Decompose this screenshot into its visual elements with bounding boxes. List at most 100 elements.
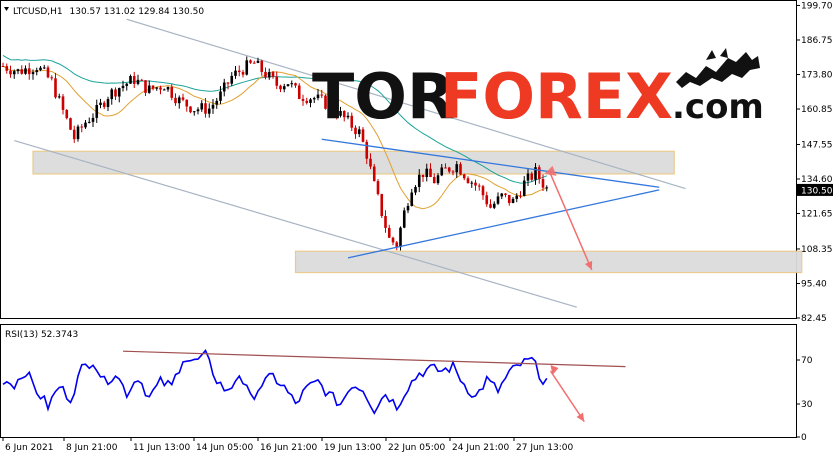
candle	[429, 163, 432, 178]
candle	[436, 173, 440, 185]
candle-body	[282, 86, 286, 90]
candle-body	[312, 98, 316, 100]
candle-body	[245, 60, 249, 75]
candle	[252, 60, 256, 64]
candle	[365, 139, 369, 165]
candle-body	[357, 129, 361, 135]
collapse-triangle-icon[interactable]	[4, 7, 9, 11]
candle-body	[271, 72, 275, 77]
candle-body	[447, 167, 451, 172]
candle-body	[222, 82, 226, 92]
triangle-line-1	[321, 138, 660, 188]
candle	[440, 164, 444, 177]
candle	[466, 176, 470, 184]
candle	[361, 127, 365, 143]
candle	[249, 59, 252, 64]
rsi-panel-frame	[0, 324, 797, 438]
channel-line-2	[14, 140, 577, 308]
logo-part-com: .com	[672, 87, 764, 127]
candle-body	[410, 192, 414, 206]
candle-body	[65, 109, 69, 119]
candle-body	[196, 109, 200, 112]
channel-line-1	[126, 18, 686, 190]
candle	[534, 163, 537, 185]
candle	[125, 82, 129, 91]
candle-body	[436, 175, 440, 184]
candle-body	[57, 96, 61, 98]
candle-body	[177, 97, 181, 104]
bull-bear-icon	[676, 48, 760, 88]
candle-body	[12, 71, 16, 75]
candle-body	[16, 69, 20, 72]
candle	[140, 78, 144, 81]
candle-body	[20, 69, 24, 74]
candle	[204, 97, 207, 118]
rsi-arrow-head	[576, 412, 585, 422]
candle	[477, 183, 481, 191]
candle	[297, 83, 301, 100]
candle-body	[144, 80, 147, 93]
rsi-line	[2, 349, 548, 415]
candle	[87, 117, 91, 124]
candle-body	[147, 85, 151, 93]
rsi-tick-label: 30	[801, 400, 813, 410]
candle-body	[526, 173, 530, 181]
candle-body	[207, 108, 211, 114]
candle-body	[477, 185, 481, 187]
candle-body	[391, 237, 395, 243]
candle	[425, 163, 429, 182]
candle	[301, 94, 305, 106]
candle	[211, 99, 215, 114]
time-tick-label: 11 Jun 13:00	[133, 443, 190, 453]
candle-body	[320, 94, 324, 96]
price-tick-label: 186.75	[801, 36, 833, 46]
price-tick-label: 82.45	[801, 314, 827, 324]
candle	[455, 161, 459, 178]
candle	[192, 111, 196, 116]
candle	[185, 99, 189, 112]
candle-body	[361, 129, 365, 142]
candle-body	[301, 98, 305, 101]
rsi-resistance-line	[122, 350, 626, 368]
candle-body	[264, 71, 267, 78]
candle-body	[376, 181, 380, 195]
candle	[380, 193, 384, 219]
candle	[267, 68, 271, 80]
candle	[99, 98, 102, 109]
moving-averages	[2, 54, 547, 210]
candle-body	[121, 85, 125, 89]
candle	[61, 94, 65, 115]
candle	[237, 65, 241, 77]
candle	[256, 57, 260, 64]
candle	[151, 85, 155, 91]
price-tick-label: 160.85	[801, 105, 833, 115]
candle-body	[39, 67, 42, 71]
candle-body	[61, 96, 65, 110]
candle	[136, 74, 140, 86]
time-tick-label: 24 Jun 21:00	[452, 443, 509, 453]
candle-body	[249, 60, 252, 63]
candle-body	[215, 100, 219, 105]
candle	[264, 67, 267, 80]
candle	[230, 72, 234, 86]
candle-body	[384, 215, 387, 228]
candle	[159, 85, 162, 95]
candle-body	[515, 195, 519, 199]
candle	[286, 84, 290, 87]
candle-body	[252, 62, 256, 64]
candle	[12, 69, 16, 79]
candle-body	[256, 60, 260, 63]
candle	[432, 173, 436, 184]
time-tick-label: 16 Jun 21:00	[260, 443, 317, 453]
candle	[369, 153, 372, 170]
price-tick-label: 147.55	[801, 140, 833, 150]
candle	[492, 201, 496, 210]
candle-body	[211, 104, 215, 109]
candle	[91, 113, 95, 127]
candle-body	[200, 103, 204, 110]
candle	[504, 193, 507, 198]
price-tick-label: 121.65	[801, 210, 833, 220]
candle-body	[129, 76, 132, 84]
candle	[69, 117, 72, 130]
candle	[275, 71, 279, 90]
